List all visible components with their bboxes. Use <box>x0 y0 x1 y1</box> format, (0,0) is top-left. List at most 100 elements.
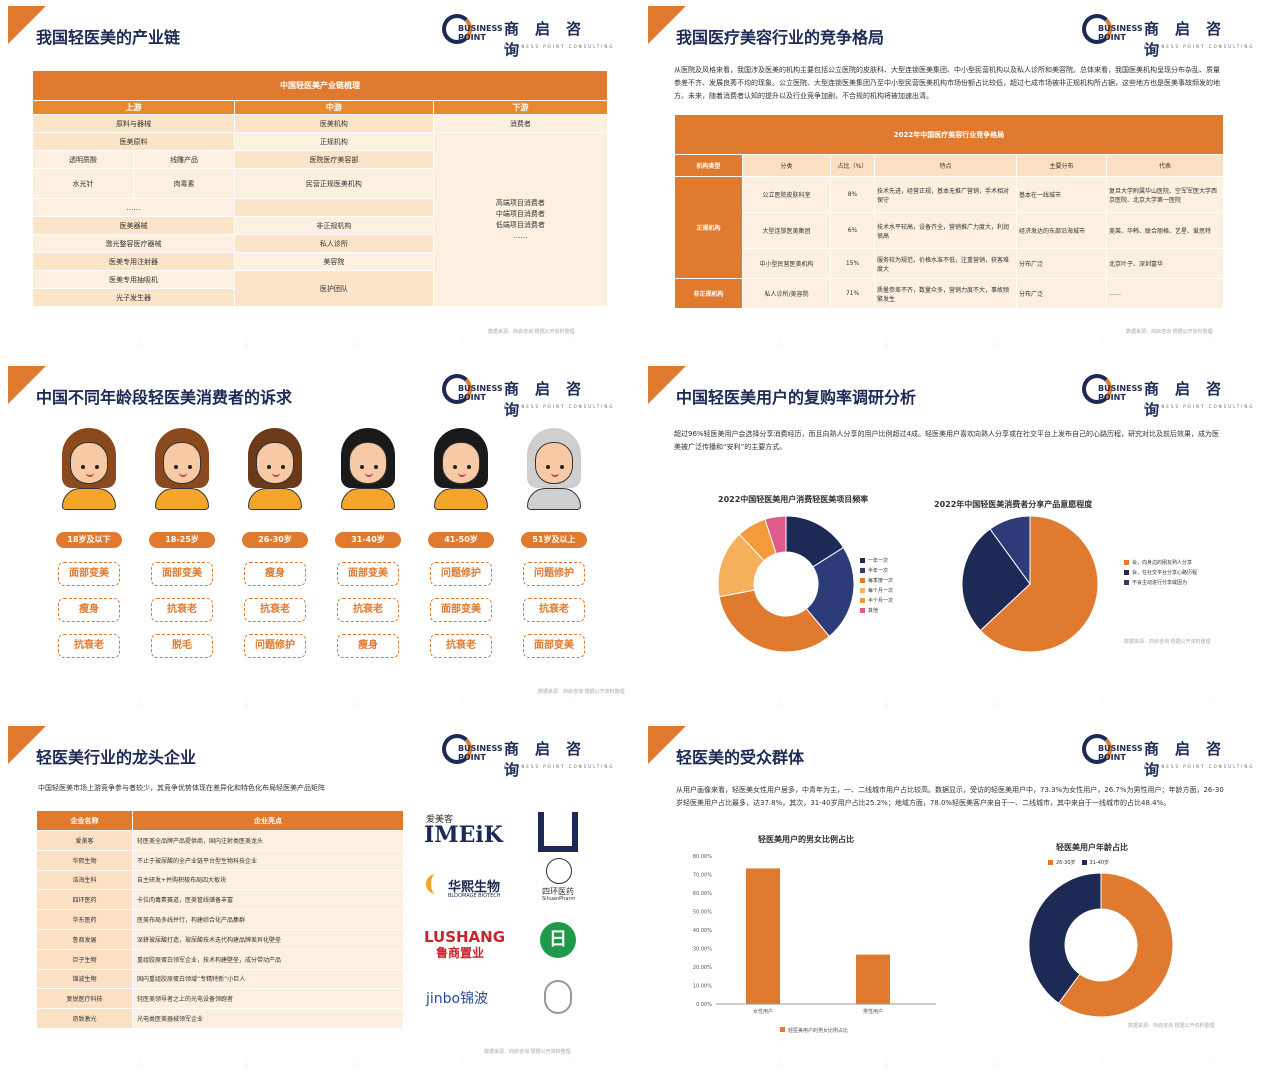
firm-highlight: 轻医美领导者之上的光电设备领跑者 <box>132 988 404 1010</box>
table-row: 巨子生物 重组胶原蛋白领军企业，技术构建壁垒，成分带动产品 <box>36 948 404 970</box>
share-willingness-pie-chart <box>961 515 1099 653</box>
intro-text: 超过96%轻医美用户会选择分享消费经历，而且向熟人分享的用户比例超过4成。轻医美… <box>674 430 1220 451</box>
company-logo-h-icon <box>538 812 578 852</box>
slide-title: 轻医美行业的龙头企业 <box>36 748 197 767</box>
table-row: 华熙生物 不止于玻尿酸的全产业链平台型生物科技企业 <box>36 849 404 871</box>
legend-label: 轻医美用户的男女比例占比 <box>788 1027 848 1034</box>
bar-1 <box>856 954 890 1004</box>
y-tick-label: 80.00% <box>693 854 712 860</box>
slide-title: 轻医美的受众群体 <box>676 748 805 767</box>
chart-title: 轻医美用户年龄占比 <box>1056 843 1128 852</box>
table-row: 鲁商发展 深耕玻尿酸打造，玻尿酸技术迭代构建品牌差异化壁垒 <box>36 928 404 950</box>
legend-item: 每个月一次 <box>860 586 893 596</box>
logo: BUSINESS POINT 商启咨询 BUSINESS POINT CONSUL… <box>442 374 624 419</box>
slide-audience: 轻医美的受众群体 BUSINESS POINT 商启咨询 BUSINESS POI… <box>648 726 1272 1070</box>
slide-industry-chain: 我国轻医美的产业链 BUSINESS POINT 商启咨询 BUSINESS PO… <box>8 6 632 350</box>
legend-item: 半年一次 <box>860 566 893 576</box>
legend-item: 31-40岁 <box>1081 860 1109 866</box>
slide-leading-firms: 轻医美行业的龙头企业 BUSINESS POINT 商启咨询 BUSINESS P… <box>8 726 632 1070</box>
firm-highlight: 卡位肉毒素赛道，医美管线储备丰富 <box>132 889 404 911</box>
company-logo-green-icon: 日 <box>540 922 576 958</box>
need-tag: 脱毛 <box>151 634 213 658</box>
y-tick-label: 50.00% <box>693 910 712 916</box>
table-row: 四环医药 卡位肉毒素赛道，医美管线储备丰富 <box>36 889 404 911</box>
firm-name: 华熙生物 <box>36 849 133 871</box>
firm-name: 鲁商发展 <box>36 928 133 950</box>
avatar-4 <box>428 428 494 512</box>
need-tag: 面部变美 <box>151 562 213 586</box>
bloomage-icon <box>426 874 444 894</box>
avatar-0 <box>56 428 122 512</box>
table-row: 华东医药 医美布局多线并行，构建综合化产品集群 <box>36 909 404 930</box>
table-row: 奇致激光 光电类医美器械领军企业 <box>36 1008 404 1029</box>
logo: BUSINESS POINT 商启咨询 BUSINESS POINT CONSUL… <box>442 734 624 779</box>
bloomage-logo: 华熙生物 <box>448 880 501 895</box>
pie-slice-5 <box>764 515 787 555</box>
y-tick-label: 0.00% <box>696 1002 712 1008</box>
avatar-3 <box>335 428 401 512</box>
logo-circle-icon <box>1082 734 1112 764</box>
table-row: 复锐医疗科技 轻医美领导者之上的光电设备领跑者 <box>36 988 404 1010</box>
pie-slice-0 <box>979 515 1099 653</box>
need-tag: 面部变美 <box>430 598 492 622</box>
legend-swatch <box>780 1027 785 1032</box>
pie-slice-0 <box>1057 872 1174 1018</box>
intro-text: 从用户画像来看，轻医美女性用户居多，中青年为主，一、二线城市用户占比较高。数据显… <box>676 786 1224 807</box>
need-tag: 抗衰老 <box>58 634 120 658</box>
firm-name: 奇致激光 <box>36 1008 133 1029</box>
logo: BUSINESS POINT 商启咨询 BUSINESS POINT CONSUL… <box>442 14 624 59</box>
pie-slice-1 <box>1028 872 1102 1004</box>
firm-name: 巨子生物 <box>36 948 133 970</box>
slide-title: 我国轻医美的产业链 <box>36 28 181 47</box>
logo-circle-icon <box>1082 14 1112 44</box>
sihuan-logo-icon <box>546 858 572 884</box>
slide-age-needs: 中国不同年龄段轻医美消费者的诉求 BUSINESS POINT 商启咨询 BUSI… <box>8 366 632 710</box>
intro-text: 从医院及风格来看，我国涉及医美的机构主要包括公立医院的皮肤科、大型连锁医美集团、… <box>674 66 1220 100</box>
logo: BUSINESS POINT 商启咨询 BUSINESS POINT CONSUL… <box>1082 374 1264 419</box>
table-row: 浩海生科 自主研发+并购积极布局四大板块 <box>36 869 404 891</box>
chart-legend: 会，向身边的朋友熟人分享 会，在社交平台分享心路历程 不会主动进行分享或因为 <box>1124 558 1197 588</box>
firm-name: 四环医药 <box>36 889 133 911</box>
firm-highlight: 深耕玻尿酸打造，玻尿酸技术迭代构建品牌差异化壁垒 <box>132 928 404 950</box>
slide-title: 中国不同年龄段轻医美消费者的诉求 <box>36 388 293 407</box>
need-tag: 面部变美 <box>523 634 585 658</box>
avatar-1 <box>149 428 215 512</box>
pie-slice-1 <box>961 528 1031 632</box>
age-donut-chart <box>1028 872 1174 1018</box>
firm-highlight: 医美布局多线并行，构建综合化产品集群 <box>132 909 404 930</box>
need-tag: 面部变美 <box>337 562 399 586</box>
pie-slice-2 <box>718 589 831 653</box>
age-label: 41-50岁 <box>428 532 494 548</box>
need-tag: 抗衰老 <box>244 598 306 622</box>
logo: BUSINESS POINT 商启咨询 BUSINESS POINT CONSUL… <box>1082 14 1264 59</box>
y-tick-label: 40.00% <box>693 928 712 934</box>
age-label: 26-30岁 <box>242 532 308 548</box>
intro-text: 中国轻医美市场上游竞争参与者较少，其竞争优势体现在差异化和特色化布局轻医美产品矩… <box>38 784 325 792</box>
firm-name: 爱美客 <box>36 830 133 851</box>
avatar-5 <box>521 428 587 512</box>
logo-circle-icon <box>442 14 472 44</box>
age-label: 18岁及以下 <box>56 532 122 548</box>
chart-legend: 26-30岁 31-40岁 <box>1048 858 1115 868</box>
firm-highlight: 光电类医美器械领军企业 <box>132 1008 404 1029</box>
company-logo-s-icon <box>544 980 572 1014</box>
x-tick-label: 女性用户 <box>753 1008 773 1015</box>
imeik-logo: 爱美客 <box>426 815 454 825</box>
bar-0 <box>746 868 780 1004</box>
need-tag: 面部变美 <box>58 562 120 586</box>
need-tag: 问题修护 <box>430 562 492 586</box>
need-tag: 瘦身 <box>244 562 306 586</box>
chart-legend: 一年一次 半年一次 每季度一次 每个月一次 半个月一次 其他 <box>860 556 893 616</box>
chart-title: 轻医美用户的男女比例占比 <box>758 835 854 844</box>
firm-name: 浩海生科 <box>36 869 133 891</box>
firm-name: 复锐医疗科技 <box>36 988 133 1010</box>
firm-name: 华东医药 <box>36 909 133 930</box>
logo-circle-icon <box>442 374 472 404</box>
competition-table: 2022年中国医疗美容行业竞争格局 机构类型 分类 占比（%） 特点 主要分布 … <box>674 114 1224 309</box>
table-row: 锦波生物 国内重组胶原蛋白领域“专精特新”小巨人 <box>36 968 404 990</box>
need-tag: 瘦身 <box>337 634 399 658</box>
industry-chain-table: 中国轻医美产业链梳理 上游 中游 下游 原料与器械 医美机构 消费者 医美原料 正规机构高… <box>31 70 609 307</box>
legend-item: 26-30岁 <box>1048 860 1076 866</box>
slide-competition: 我国医疗美容行业的竞争格局 BUSINESS POINT 商启咨询 BUSINES… <box>648 6 1272 350</box>
logo-circle-icon <box>1082 374 1112 404</box>
